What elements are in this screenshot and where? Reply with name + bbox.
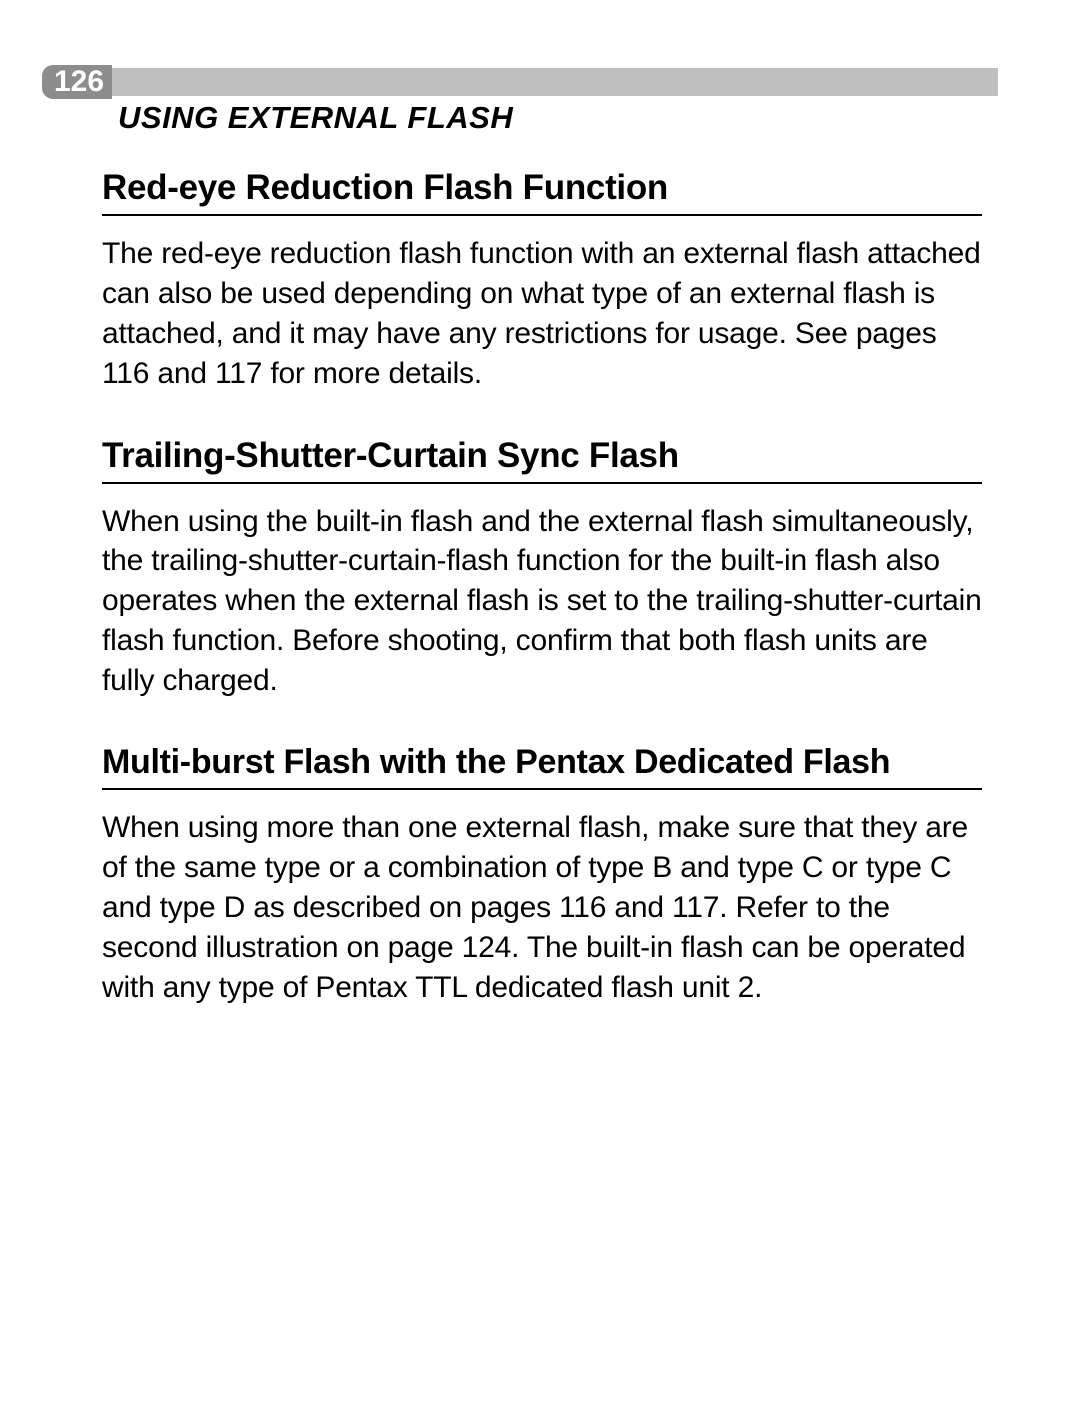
page-number: 126 — [54, 65, 104, 99]
section-heading-1: Red-eye Reduction Flash Function — [102, 168, 982, 216]
section-body-3: When using more than one external flash,… — [102, 808, 982, 1007]
section-body-1: The red-eye reduction flash function wit… — [102, 234, 982, 394]
page-number-badge: 126 — [42, 65, 112, 99]
page-content: Red-eye Reduction Flash Function The red… — [102, 168, 982, 1049]
chapter-title: USING EXTERNAL FLASH — [118, 100, 513, 136]
section-heading-3: Multi-burst Flash with the Pentax Dedica… — [102, 743, 982, 790]
section-body-2: When using the built-in flash and the ex… — [102, 502, 982, 701]
page-header-bar: 126 — [0, 68, 1080, 96]
section-heading-2: Trailing-Shutter-Curtain Sync Flash — [102, 436, 982, 484]
header-gray-bar — [112, 68, 998, 96]
